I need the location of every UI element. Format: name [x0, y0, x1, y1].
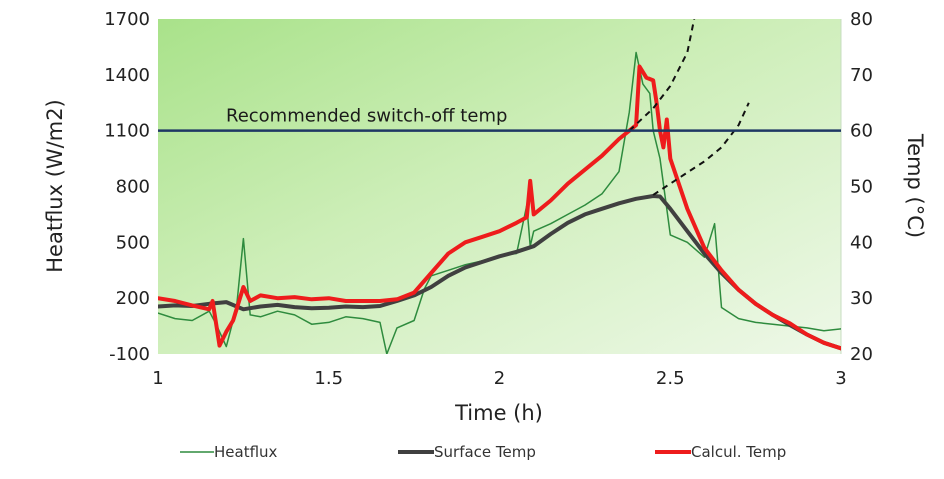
y-right-tick-label: 60 [850, 121, 873, 142]
plot-area [158, 19, 841, 354]
y-right-tick-label: 20 [850, 344, 873, 365]
x-tick-label: 1 [152, 368, 163, 389]
y-right-tick-label: 70 [850, 65, 873, 86]
y-left-tick-label: 200 [116, 288, 150, 309]
y-left-tick-label: -100 [109, 344, 150, 365]
x-tick-label: 3 [835, 368, 846, 389]
y-right-tick-label: 30 [850, 288, 873, 309]
right-axis-title: Temp (°C) [903, 133, 927, 238]
extrapolation-curve-1 [652, 102, 750, 196]
y-left-tick-label: 800 [116, 177, 150, 198]
y-left-tick-label: 1400 [104, 65, 150, 86]
x-tick-label: 2.5 [656, 368, 685, 389]
x-axis-title: Time (h) [454, 401, 543, 425]
y-left-tick-label: 1700 [104, 9, 150, 30]
y-left-tick-label: 1100 [104, 121, 150, 142]
y-right-tick-label: 80 [850, 9, 873, 30]
series-line-calcul-temp [158, 64, 841, 351]
legend-label-surface-temp: Surface Temp [434, 443, 536, 461]
y-left-tick-label: 500 [116, 232, 150, 253]
x-tick-label: 2 [494, 368, 505, 389]
legend-label-heatflux: Heatflux [214, 443, 278, 461]
legend: Heatflux Surface Temp Calcul. Temp [180, 443, 786, 461]
y-right-tick-label: 40 [850, 232, 873, 253]
y-right-tick-label: 50 [850, 177, 873, 198]
extrapolation-curve-2 [628, 19, 696, 132]
x-tick-label: 1.5 [314, 368, 343, 389]
switch-off-temp-label: Recommended switch-off temp [226, 106, 507, 127]
left-axis-title: Heatflux (W/m2) [43, 99, 67, 273]
legend-label-calcul-temp: Calcul. Temp [691, 443, 786, 461]
